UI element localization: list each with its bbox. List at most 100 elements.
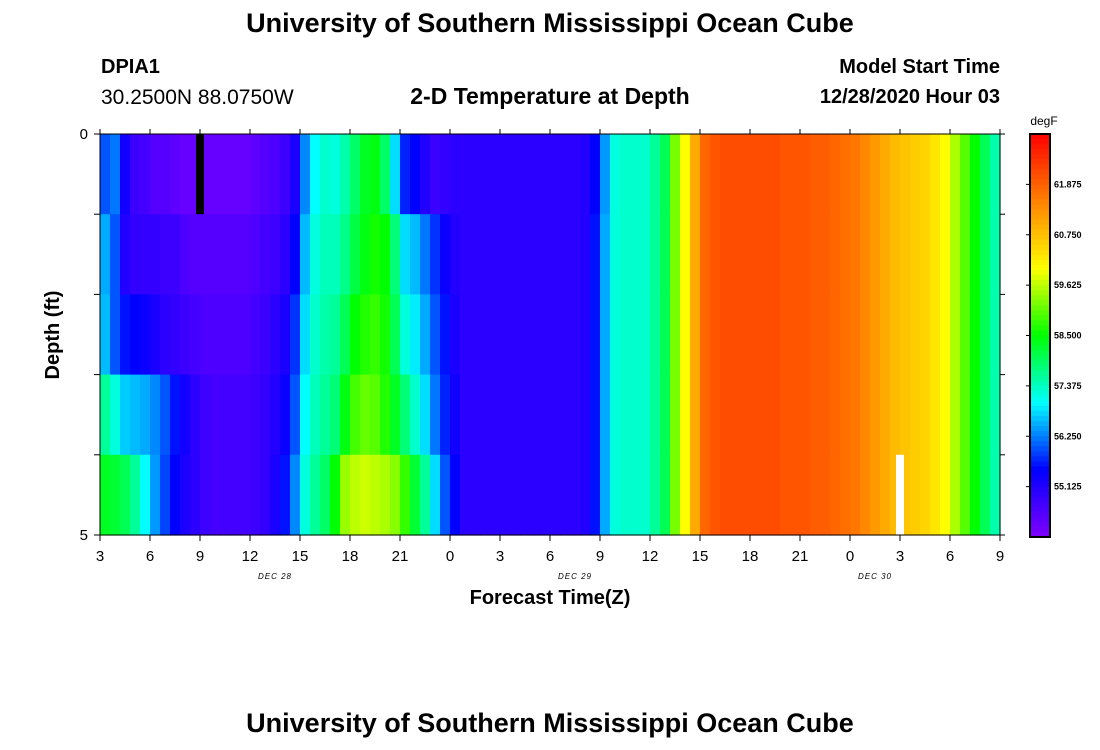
colorbar-segment	[1030, 290, 1050, 296]
heatmap-cell	[910, 134, 921, 215]
heatmap-cell	[820, 454, 831, 536]
heatmap-cell	[670, 454, 681, 536]
heatmap-cell	[200, 214, 211, 295]
colorbar-segment	[1030, 340, 1050, 347]
heatmap-cell	[950, 294, 961, 376]
heatmap-cell	[330, 294, 341, 376]
heatmap-cell	[480, 134, 491, 215]
heatmap-cell	[180, 454, 191, 536]
heatmap-cell	[490, 374, 501, 456]
heatmap-cell	[380, 294, 391, 376]
heatmap-cell	[900, 214, 911, 295]
colorbar-segment	[1030, 521, 1050, 528]
heatmap-cell	[290, 214, 301, 295]
heatmap-cell	[670, 374, 681, 456]
heatmap-cell	[770, 374, 781, 456]
heatmap-cell	[770, 294, 781, 376]
colorbar-segment	[1030, 390, 1050, 397]
heatmap-cell	[760, 294, 771, 376]
heatmap-cell	[960, 214, 971, 295]
model-start-label: Model Start Time	[839, 56, 1000, 78]
heatmap-cell	[550, 374, 561, 456]
heatmap-cell	[510, 214, 521, 295]
x-tick-label: 3	[96, 548, 104, 565]
heatmap-cell	[970, 294, 981, 376]
heatmap-cell	[350, 454, 361, 536]
heatmap-cell	[860, 454, 871, 536]
heatmap-cell	[900, 134, 911, 215]
heatmap-cell	[980, 214, 991, 295]
heatmap-cell	[980, 454, 991, 536]
heatmap-cell	[120, 294, 131, 376]
heatmap-cell	[620, 134, 631, 215]
colorbar-tick-label: 56.250	[1054, 431, 1082, 441]
heatmap-cell	[620, 454, 631, 536]
date-label: DEC 30	[858, 572, 892, 581]
heatmap-cell	[450, 454, 461, 536]
heatmap-cell	[730, 294, 741, 376]
heatmap-cell	[150, 454, 161, 536]
heatmap-cell	[500, 294, 511, 376]
heatmap-cell	[640, 214, 651, 295]
colorbar-segment	[1030, 411, 1050, 417]
y-tick-label: 5	[80, 527, 88, 544]
heatmap-cell	[770, 454, 781, 536]
heatmap-cell	[660, 454, 671, 536]
heatmap-cell	[190, 374, 201, 456]
heatmap-cell	[210, 134, 221, 215]
heatmap-cell	[850, 214, 861, 295]
x-tick-label: 15	[292, 548, 309, 565]
colorbar-segment	[1030, 506, 1050, 513]
colorbar-segment	[1030, 264, 1050, 271]
heatmap-cell	[380, 214, 391, 295]
heatmap-cell	[790, 454, 801, 536]
heatmap-cell	[910, 374, 921, 456]
heatmap-cell	[570, 134, 581, 215]
heatmap-cell	[950, 454, 961, 536]
heatmap-cell	[680, 294, 691, 376]
heatmap-cell	[530, 454, 541, 536]
colorbar-segment	[1030, 254, 1050, 261]
chart-subtitle: 2-D Temperature at Depth	[410, 83, 690, 109]
heatmap-cell	[280, 214, 291, 295]
colorbar-segment	[1030, 239, 1050, 246]
heatmap-cell	[190, 134, 201, 215]
colorbar-segment	[1030, 259, 1050, 266]
heatmap-cell	[930, 134, 941, 215]
heatmap-cell	[980, 374, 991, 456]
heatmap-cell	[740, 454, 751, 536]
heatmap-cell	[660, 214, 671, 295]
heatmap-cell	[300, 134, 311, 215]
heatmap-cell	[390, 294, 401, 376]
heatmap-cell	[980, 134, 991, 215]
heatmap-cell	[610, 294, 621, 376]
heatmap-cell	[230, 134, 241, 215]
heatmap-cell	[110, 134, 121, 215]
heatmap-cell	[940, 214, 951, 295]
heatmap-cell	[390, 214, 401, 295]
colorbar-segment	[1030, 416, 1050, 422]
heatmap-cell	[110, 374, 121, 456]
heatmap-cell	[880, 134, 891, 215]
heatmap-cell	[770, 134, 781, 215]
heatmap-cell	[890, 374, 901, 456]
heatmap-cell	[240, 294, 251, 376]
heatmap-cell	[540, 214, 551, 295]
colorbar-segment	[1030, 446, 1050, 452]
heatmap-cell	[700, 134, 711, 215]
heatmap-cell	[760, 134, 771, 215]
x-tick-label: 3	[896, 548, 904, 565]
colorbar-segment	[1030, 164, 1050, 170]
heatmap-cell	[540, 134, 551, 215]
colorbar-segment	[1030, 209, 1050, 216]
heatmap-cell	[620, 374, 631, 456]
heatmap-cell	[380, 374, 391, 456]
colorbar-segment	[1030, 511, 1050, 518]
heatmap-cell	[360, 454, 371, 536]
heatmap-cell	[670, 214, 681, 295]
date-label: DEC 28	[258, 572, 292, 581]
heatmap-cell	[140, 294, 151, 376]
heatmap-cell	[430, 454, 441, 536]
heatmap-cell	[440, 294, 451, 376]
